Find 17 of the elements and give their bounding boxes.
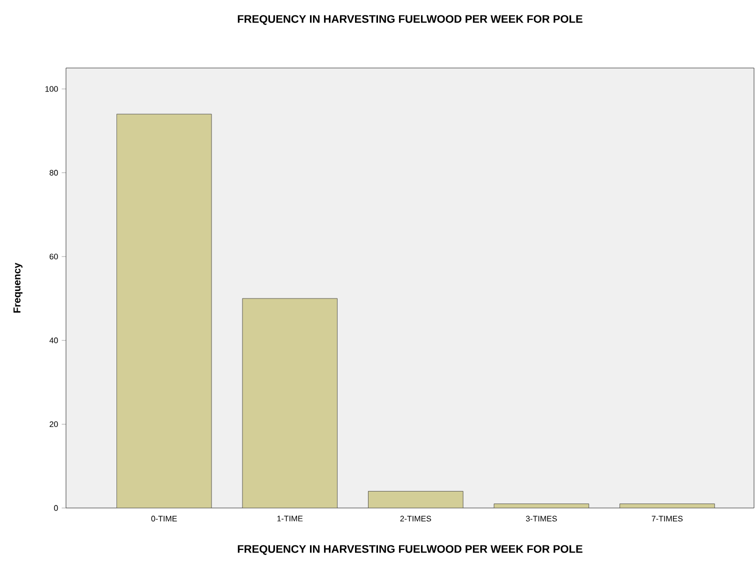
x-axis-title: FREQUENCY IN HARVESTING FUELWOOD PER WEEK FOR POLE (238, 545, 582, 555)
x-tick-label: 2-TIMES (400, 516, 432, 522)
bar (242, 298, 338, 508)
y-tick-label: 100 (45, 86, 58, 92)
bar (116, 114, 212, 508)
x-tick-label: 3-TIMES (526, 516, 557, 522)
y-tick-label: 40 (49, 338, 58, 344)
y-tick-label: 60 (50, 254, 58, 260)
x-tick-label: 7-TIMES (652, 516, 683, 522)
chart-title: FREQUENCY IN HARVESTING FUELWOOD PER WEEK FOR POLE (238, 15, 582, 25)
y-tick-label: 80 (50, 170, 58, 176)
y-tick-label: 0 (54, 505, 58, 511)
x-tick-label: 1-TIME (277, 516, 303, 522)
x-tick-label: 0-TIME (151, 516, 177, 522)
bar (368, 491, 464, 508)
y-axis-title: Frequency (14, 262, 22, 313)
y-tick-label: 20 (50, 421, 58, 428)
